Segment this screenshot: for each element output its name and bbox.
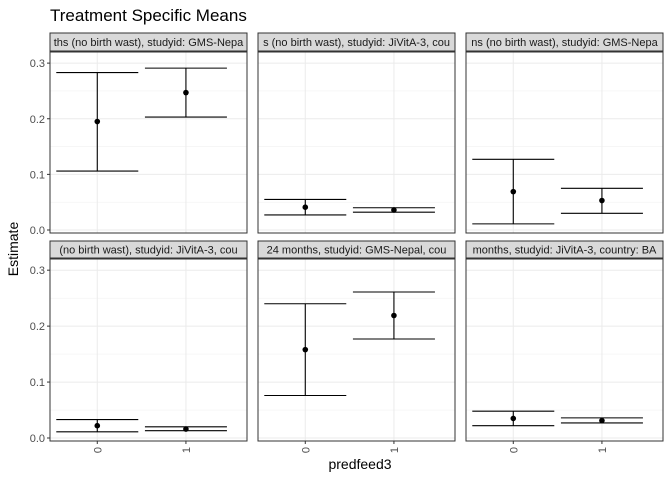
x-tick-label: 0 — [300, 447, 312, 453]
facet-strip-label: 24 months, studyid: GMS-Nepal, cou — [267, 245, 447, 257]
panel-border — [49, 51, 248, 234]
facet-panel: ns (no birth wast), studyid: GMS-Nepa — [465, 32, 664, 234]
y-axis-label: Estimate — [5, 222, 21, 277]
x-tick-label: 0 — [508, 447, 520, 453]
facet-strip-label: s (no birth wast), studyid: JiVitA-3, co… — [263, 37, 450, 49]
facet-strip — [465, 32, 664, 52]
data-point — [302, 204, 309, 210]
panel-background — [466, 52, 663, 233]
data-point — [599, 417, 605, 424]
facet-strip — [465, 240, 664, 259]
x-tick-label: 1 — [597, 447, 609, 453]
x-tick-label: 1 — [389, 447, 401, 453]
panel-background — [258, 259, 455, 441]
data-point — [183, 89, 189, 96]
y-tick-label: 0.2 — [30, 114, 45, 126]
y-tick-label: 0.1 — [30, 169, 45, 181]
data-point — [94, 422, 101, 429]
facet-strip — [49, 32, 248, 52]
data-point — [94, 118, 101, 125]
chart-title: Treatment Specific Means — [50, 6, 247, 25]
facet-panel: ths (no birth wast), studyid: GMS-Nepa 0.… — [30, 32, 248, 237]
y-tick-label: 0.3 — [30, 265, 45, 277]
data-point — [391, 312, 397, 319]
facet-strip-label: ns (no birth wast), studyid: GMS-Nepa — [471, 37, 658, 49]
panel-background — [50, 259, 247, 441]
panel-background — [258, 52, 455, 233]
facet-strip — [257, 240, 456, 259]
data-point — [510, 415, 517, 422]
panel-background — [466, 259, 663, 441]
panel-border — [257, 51, 456, 234]
x-axis-label: predfeed3 — [328, 456, 391, 472]
y-tick-label: 0.2 — [30, 321, 45, 333]
data-point — [183, 426, 189, 432]
panel-background — [50, 52, 247, 233]
facet-strip-label: ths (no birth wast), studyid: GMS-Nepa — [54, 37, 244, 49]
y-tick-label: 0.0 — [30, 433, 45, 445]
facet-strip-label: months, studyid: JiVitA-3, country: BA — [473, 245, 657, 257]
panel-border — [49, 258, 248, 442]
facet-panel: (no birth wast), studyid: JiVitA-3, cou 0… — [30, 240, 248, 453]
facet-strip — [257, 32, 456, 52]
data-point — [302, 346, 309, 353]
panel-border — [257, 258, 456, 442]
facet-panel: months, studyid: JiVitA-3, country: BA 0 1 — [465, 240, 664, 453]
facet-panel: s (no birth wast), studyid: JiVitA-3, co… — [257, 32, 456, 234]
facet-panel: 24 months, studyid: GMS-Nepal, cou 0 1 — [257, 240, 456, 453]
y-tick-label: 0.3 — [30, 58, 45, 70]
x-tick-label: 1 — [181, 447, 193, 453]
y-tick-label: 0.0 — [30, 225, 45, 237]
facet-panels: ths (no birth wast), studyid: GMS-Nepa 0.… — [30, 32, 664, 453]
x-tick-label: 0 — [92, 447, 104, 453]
data-point — [391, 207, 397, 213]
data-point — [599, 197, 605, 204]
y-tick-label: 0.1 — [30, 377, 45, 389]
data-point — [510, 188, 517, 195]
facet-strip — [49, 240, 248, 259]
facet-strip-label: (no birth wast), studyid: JiVitA-3, cou — [59, 245, 237, 257]
panel-border — [465, 258, 664, 442]
panel-border — [465, 51, 664, 234]
